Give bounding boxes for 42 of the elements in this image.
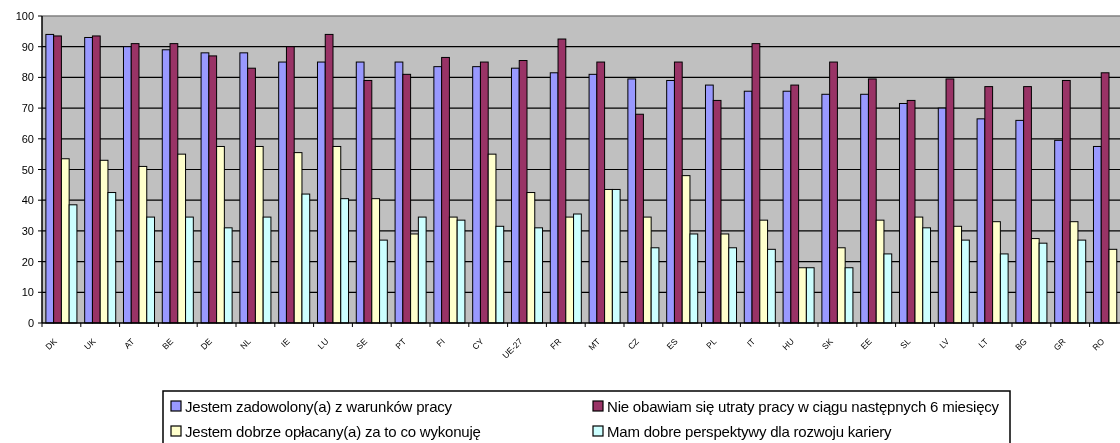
x-tick-label: PT [393,336,409,352]
y-tick-label: 50 [21,163,34,176]
x-tick-label: LU [315,336,331,352]
legend-label: Nie obawiam się utraty pracy w ciągu następnych 6 miesięcy [607,397,1000,415]
x-tick-label: GR [1051,336,1068,353]
x-tick-label: IT [744,336,758,349]
legend-label: Mam dobre perspektywy dla rozwoju kariery [607,422,893,440]
x-tick-label: DE [198,336,215,352]
y-tick-label: 70 [21,102,34,115]
x-tick-label: BG [1013,336,1029,353]
x-tick-label: LT [976,336,991,350]
x-tick-label: EE [858,336,874,352]
x-tick-label: LV [937,336,952,351]
x-tick-label: HU [780,336,797,353]
legend-label: Jestem dobrze opłacany(a) za to co wykonuję [185,422,481,440]
x-tick-label: UK [82,336,98,352]
x-tick-label: NL [238,336,253,352]
x-tick-label: SL [897,336,913,351]
legend-label: Jestem zadowolony(a) z warunków pracy [185,397,453,415]
x-tick-label: IE [278,336,292,350]
x-tick-label: MT [586,336,603,353]
x-tick-label: CZ [625,336,641,352]
x-tick-label: BE [160,336,176,352]
x-tick-label: FR [548,336,564,352]
x-tick-label: ES [664,336,680,352]
x-tick-label: PL [703,336,719,351]
y-tick-label: 90 [21,40,34,53]
y-tick-label: 100 [15,10,34,22]
y-tick-label: 30 [21,224,34,237]
x-tick-label: SK [819,336,836,352]
y-tick-label: 0 [27,317,34,329]
x-tick-label: AT [122,336,137,351]
x-tick-label: RO [1090,336,1107,353]
y-tick-label: 80 [21,71,34,84]
y-tick-label: 60 [21,132,34,145]
y-tick-label: 20 [21,255,34,268]
x-tick-label: DK [43,336,60,352]
x-tick-label: SE [354,336,370,352]
x-tick-label: CY [470,336,486,352]
y-tick-label: 10 [21,286,34,299]
x-tick-label: FI [434,336,447,349]
y-tick-label: 40 [21,194,34,207]
